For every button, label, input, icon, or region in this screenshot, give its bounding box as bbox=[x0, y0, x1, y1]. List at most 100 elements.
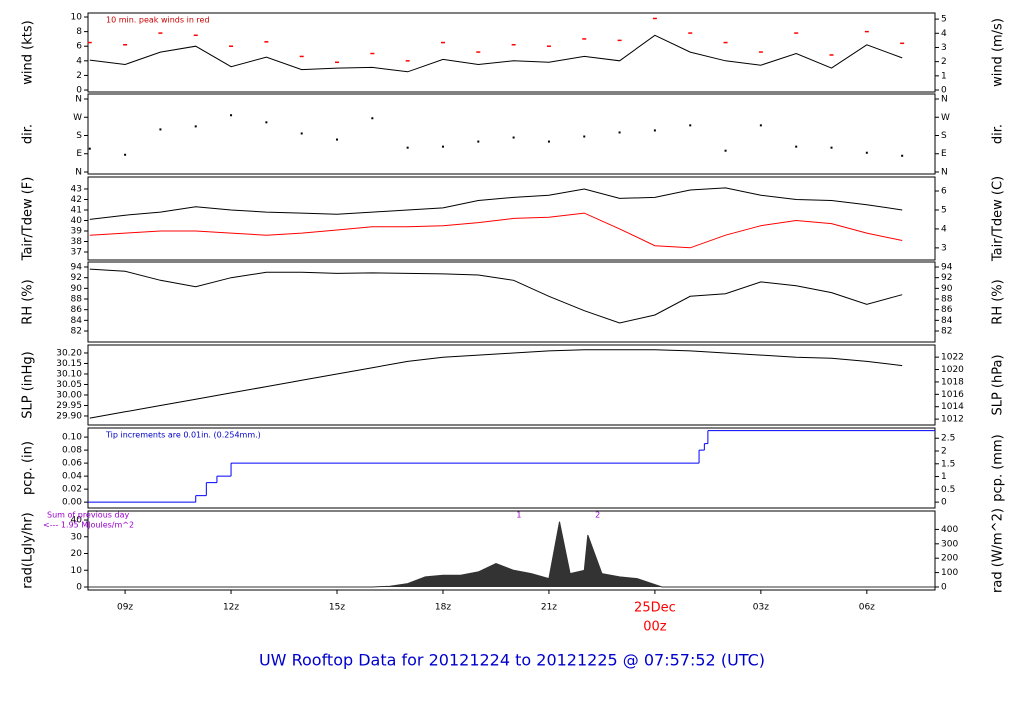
point bbox=[759, 124, 762, 127]
point bbox=[901, 154, 904, 157]
y-tick-label: W bbox=[73, 113, 82, 123]
annotation: <--- 1.95 MJoules/m^2 bbox=[43, 521, 134, 530]
y2-tick-label: 1 bbox=[941, 71, 947, 81]
y-tick-label: 0.02 bbox=[62, 485, 82, 495]
y-tick-label: 0 bbox=[76, 582, 82, 592]
point bbox=[618, 131, 621, 134]
x-tick-label: 18z bbox=[435, 603, 451, 613]
y-tick-label: 0 bbox=[76, 86, 82, 96]
point bbox=[406, 146, 409, 149]
y-tick-label: N bbox=[75, 95, 82, 105]
area-fill bbox=[88, 521, 935, 587]
y2-tick-label: 3 bbox=[941, 243, 947, 253]
panel-frame bbox=[87, 344, 936, 426]
point bbox=[194, 125, 197, 128]
y2-tick-label: 82 bbox=[941, 327, 952, 337]
y-tick-label: 10 bbox=[71, 13, 83, 23]
y2-tick-label: 300 bbox=[941, 539, 958, 549]
y2-tick-label: 84 bbox=[941, 316, 953, 326]
y2-axis-label: SLP (hPa) bbox=[991, 354, 1006, 415]
y2-tick-label: N bbox=[941, 95, 948, 105]
panel-frame bbox=[87, 261, 936, 343]
y-tick-label: 0.08 bbox=[62, 446, 82, 456]
y2-tick-label: 2 bbox=[941, 447, 947, 457]
y2-tick-label: 200 bbox=[941, 554, 958, 564]
y-tick-label: E bbox=[76, 149, 82, 159]
series-line bbox=[89, 268, 903, 324]
y2-axis-label: pcp. (mm) bbox=[991, 434, 1006, 501]
x-tick-label: 15z bbox=[329, 603, 345, 613]
y2-tick-label: 1022 bbox=[941, 353, 964, 363]
point bbox=[441, 145, 444, 148]
y2-tick-label: 1018 bbox=[941, 377, 964, 387]
point bbox=[689, 124, 692, 127]
page-title: UW Rooftop Data for 20121224 to 20121225… bbox=[259, 651, 765, 670]
marker-label: 2 bbox=[595, 511, 600, 520]
point bbox=[512, 136, 515, 139]
series-line bbox=[89, 212, 903, 249]
y2-tick-label: 0 bbox=[941, 582, 947, 592]
y2-tick-label: 1.5 bbox=[941, 459, 955, 469]
series-line bbox=[88, 521, 935, 588]
y-tick-label: 29.90 bbox=[56, 411, 82, 421]
y-axis-label: pcp. (in) bbox=[21, 441, 36, 495]
point bbox=[265, 121, 268, 124]
y-tick-label: 0.06 bbox=[62, 459, 82, 469]
y-tick-label: 8 bbox=[76, 27, 82, 37]
y2-tick-label: 86 bbox=[941, 305, 953, 315]
point bbox=[300, 132, 303, 135]
y-tick-label: 6 bbox=[76, 42, 82, 52]
point bbox=[336, 138, 339, 141]
y2-axis-label: dir. bbox=[991, 124, 1006, 144]
y2-tick-label: N bbox=[941, 167, 948, 177]
point bbox=[88, 147, 91, 150]
y-tick-label: 92 bbox=[71, 273, 82, 283]
y-tick-label: 86 bbox=[71, 305, 83, 315]
y2-tick-label: 0.5 bbox=[941, 485, 955, 495]
annotation: Tip increments are 0.01in. (0.254mm.) bbox=[105, 431, 261, 440]
point bbox=[477, 140, 480, 143]
y2-tick-label: 94 bbox=[941, 263, 953, 273]
y-tick-label: 88 bbox=[71, 295, 83, 305]
y2-axis-label: RH (%) bbox=[991, 279, 1006, 324]
point bbox=[371, 117, 374, 120]
y-axis-label: dir. bbox=[21, 124, 36, 144]
y-tick-label: 94 bbox=[71, 263, 83, 273]
marker-label: 1 bbox=[516, 511, 521, 520]
panel-frame bbox=[87, 12, 936, 93]
y-tick-label: 0.10 bbox=[62, 433, 82, 443]
y-tick-label: 0.04 bbox=[62, 472, 82, 482]
y-tick-label: 82 bbox=[71, 327, 82, 337]
y-tick-label: 42 bbox=[71, 195, 82, 205]
point bbox=[795, 145, 798, 148]
y-axis-label: rad(Lgly/hr) bbox=[21, 512, 36, 588]
point bbox=[547, 140, 550, 143]
y2-tick-label: 4 bbox=[941, 224, 947, 234]
y-tick-label: 90 bbox=[71, 284, 83, 294]
date-label: 25Dec bbox=[634, 601, 676, 616]
point bbox=[124, 153, 127, 156]
y2-tick-label: 90 bbox=[941, 284, 953, 294]
y2-tick-label: 6 bbox=[941, 187, 947, 197]
y2-tick-label: 5 bbox=[941, 15, 947, 25]
y2-tick-label: 1012 bbox=[941, 415, 964, 425]
y-tick-label: 20 bbox=[71, 549, 83, 559]
y2-tick-label: S bbox=[941, 131, 947, 141]
y-tick-label: 0.00 bbox=[62, 498, 82, 508]
y2-tick-label: 88 bbox=[941, 295, 953, 305]
x-tick-label: 12z bbox=[223, 603, 239, 613]
annotation: 10 min. peak winds in red bbox=[106, 16, 210, 25]
series-line bbox=[89, 349, 903, 419]
point bbox=[865, 151, 868, 154]
y-tick-label: 84 bbox=[71, 316, 83, 326]
y-tick-label: 4 bbox=[76, 56, 82, 66]
panel-frame bbox=[87, 510, 936, 591]
y-axis-label: Tair/Tdew (F) bbox=[21, 177, 36, 262]
y2-tick-label: 1014 bbox=[941, 402, 964, 412]
y-tick-label: 39 bbox=[71, 227, 83, 237]
y2-axis-label: wind (m/s) bbox=[991, 18, 1006, 87]
panel-frame bbox=[87, 176, 936, 261]
y2-tick-label: 2.5 bbox=[941, 434, 955, 444]
x-tick-label: 21z bbox=[541, 603, 557, 613]
y-tick-label: 30.05 bbox=[56, 380, 82, 390]
